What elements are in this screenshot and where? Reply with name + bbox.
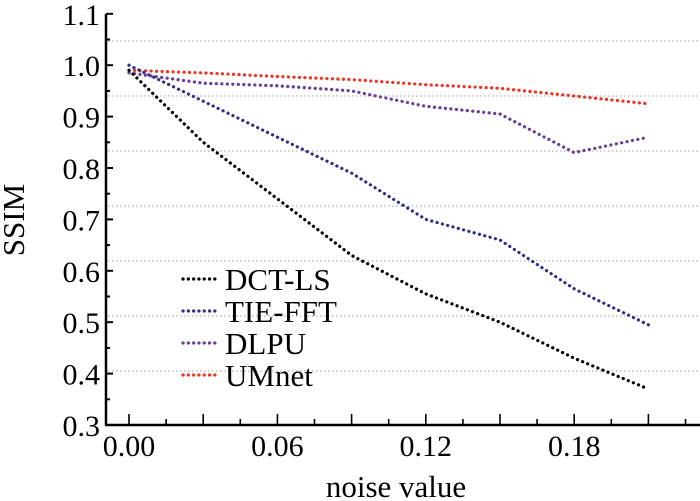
y-tick-label: 0.5 bbox=[63, 307, 101, 340]
series-line-dct-ls bbox=[127, 68, 651, 391]
x-tick-label: 0.00 bbox=[103, 430, 156, 463]
legend-label: DCT-LS bbox=[225, 262, 331, 297]
series-line-dlpu bbox=[127, 71, 651, 155]
legend-label: DLPU bbox=[225, 326, 306, 361]
x-tick-label: 0.06 bbox=[251, 430, 304, 463]
y-tick-label: 0.8 bbox=[63, 153, 101, 186]
y-tick-label: 0.4 bbox=[63, 359, 101, 392]
y-tick-label: 0.3 bbox=[63, 410, 101, 443]
x-tick-label: 0.18 bbox=[548, 430, 601, 463]
series-line-umnet bbox=[127, 68, 651, 106]
axes bbox=[104, 14, 700, 427]
y-ticks: 0.3 0.4 0.5 0.6 0.7 0.8 0.9 1.0 1.1 bbox=[63, 0, 113, 443]
x-axis-title: noise value bbox=[326, 469, 466, 501]
x-tick-label: 0.12 bbox=[400, 430, 453, 463]
y-tick-label: 0.7 bbox=[63, 204, 101, 237]
legend-label: UMnet bbox=[225, 358, 313, 393]
x-ticks: 0.00 0.06 0.12 0.18 bbox=[103, 414, 687, 463]
series-line-tie-fft bbox=[127, 63, 651, 327]
y-tick-label: 0.6 bbox=[63, 256, 101, 289]
y-tick-label: 1.0 bbox=[63, 50, 101, 83]
legend-label: TIE-FFT bbox=[225, 294, 337, 329]
y-tick-label: 1.1 bbox=[63, 0, 101, 32]
y-axis-title: SSIM bbox=[0, 184, 31, 256]
y-tick-label: 0.9 bbox=[63, 102, 101, 135]
series-group bbox=[127, 63, 651, 391]
